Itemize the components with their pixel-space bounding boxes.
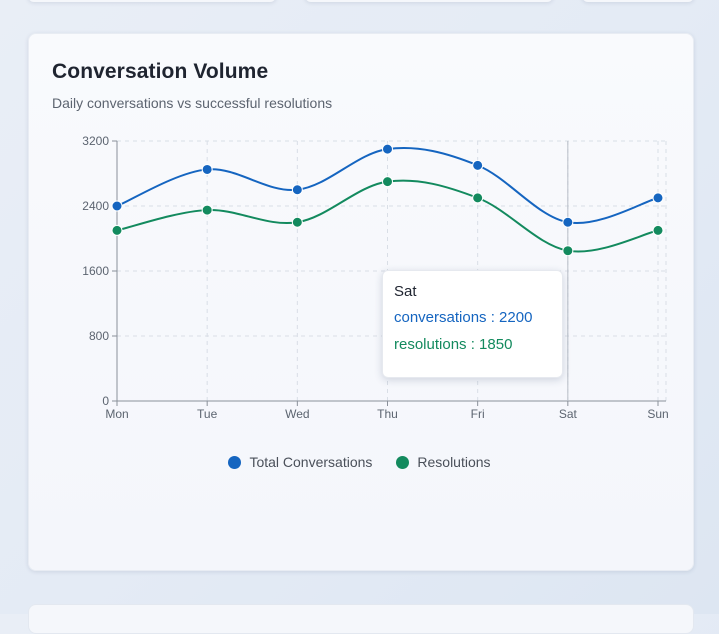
data-point-resolutions[interactable] [201,204,213,216]
data-point-resolutions[interactable] [382,176,393,188]
data-point-total-conversations[interactable] [562,216,574,228]
legend-item-total-conversations[interactable]: Total Conversations [228,454,372,470]
y-tick-label: 1600 [82,264,109,278]
y-tick-label: 0 [102,394,109,408]
data-point-resolutions[interactable] [472,192,484,204]
chart-axes: 0 800 1600 2400 3200 Mon Tue Wed Thu Fri Sat Sun [82,134,668,421]
data-point-total-conversations[interactable] [201,163,213,175]
legend-label: Total Conversations [249,454,373,470]
top-card-1 [28,0,276,2]
data-point-resolutions[interactable] [111,224,123,236]
chart-tooltip: Sat conversations : 2200 resolutions : 1… [382,270,563,378]
x-tick-label: Wed [285,407,309,421]
tooltip-resolutions: resolutions : 1850 [394,336,513,353]
x-tick-label: Mon [105,407,128,421]
chart-card [28,33,694,571]
data-point-total-conversations[interactable] [382,143,393,155]
data-point-total-conversations[interactable] [111,200,123,212]
y-tick-label: 3200 [82,134,109,148]
data-point-resolutions[interactable] [652,224,664,236]
y-tick-label: 2400 [82,199,109,213]
data-point-resolutions[interactable] [291,216,303,228]
x-tick-label: Thu [377,407,398,421]
chart-subtitle: Daily conversations vs successful resolu… [52,95,333,111]
data-point-total-conversations[interactable] [652,192,664,204]
data-point-total-conversations[interactable] [291,184,303,196]
legend-marker-icon [228,455,242,469]
x-tick-label: Tue [197,407,218,421]
x-tick-label: Sun [647,407,668,421]
y-tick-label: 800 [89,329,109,343]
next-card [28,604,694,634]
legend-marker-icon [396,455,410,469]
x-tick-label: Fri [471,407,485,421]
chart-svg: 0 800 1600 2400 3200 Mon Tue Wed Thu Fri Sat Sun [82,134,668,421]
legend-label: Resolutions [417,454,491,470]
data-point-total-conversations[interactable] [472,159,484,171]
chart-legend: Total Conversations Resolutions [0,454,719,470]
data-point-resolutions[interactable] [562,245,574,257]
top-card-2 [305,0,553,2]
x-tick-label: Sat [559,407,578,421]
chart-title: Conversation Volume [52,60,269,83]
tooltip-conversations: conversations : 2200 [394,309,533,326]
tooltip-category: Sat [394,283,417,300]
legend-item-resolutions[interactable]: Resolutions [396,454,491,470]
top-card-3 [582,0,694,2]
series-points[interactable] [111,143,664,257]
